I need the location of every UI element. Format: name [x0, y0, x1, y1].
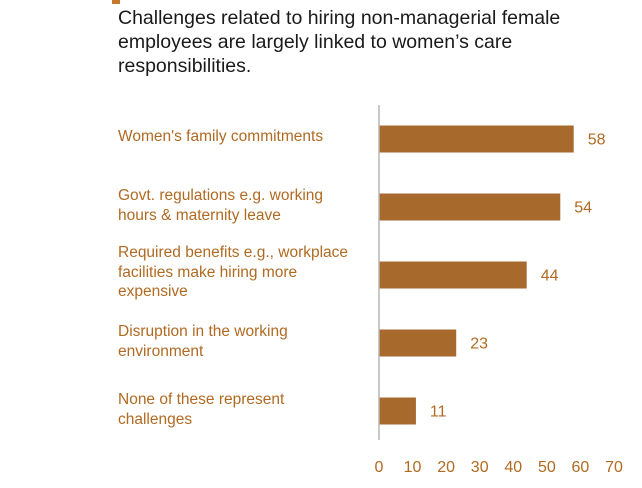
bar-value-label-3: 23	[470, 336, 488, 353]
x-tick-label-7: 70	[605, 459, 623, 476]
x-tick-label-5: 50	[538, 459, 556, 476]
bar-value-label-1: 54	[574, 200, 592, 217]
bar-value-label-0: 58	[588, 132, 606, 149]
x-tick-label-4: 40	[504, 459, 522, 476]
chart-title: Challenges related to hiring non-manager…	[118, 7, 561, 77]
category-label-2: Required benefits e.g., workplace facili…	[118, 244, 349, 300]
x-tick-label-6: 60	[572, 459, 590, 476]
x-tick-label-2: 20	[437, 459, 455, 476]
x-tick-label-3: 30	[471, 459, 489, 476]
bar-0	[379, 125, 574, 153]
category-label-0: Women's family commitments	[118, 128, 324, 145]
bar-3	[379, 329, 457, 357]
bar-value-label-2: 44	[541, 268, 559, 285]
bar-value-label-4: 11	[430, 404, 447, 421]
x-tick-label-1: 10	[404, 459, 422, 476]
bars-group: 58 54 44 23 11	[379, 125, 606, 425]
bar-4	[379, 397, 416, 425]
x-ticks-group: 0 10 20 30 40 50 60 70	[375, 459, 623, 476]
bar-2	[379, 261, 527, 289]
category-label-3: Disruption in the working environment	[118, 323, 288, 360]
bar-1	[379, 193, 561, 221]
x-tick-label-0: 0	[375, 459, 384, 476]
title-accent	[112, 0, 120, 4]
category-label-1: Govt. regulations e.g. working hours & m…	[118, 187, 324, 224]
category-label-4: None of these represent challenges	[118, 391, 285, 428]
